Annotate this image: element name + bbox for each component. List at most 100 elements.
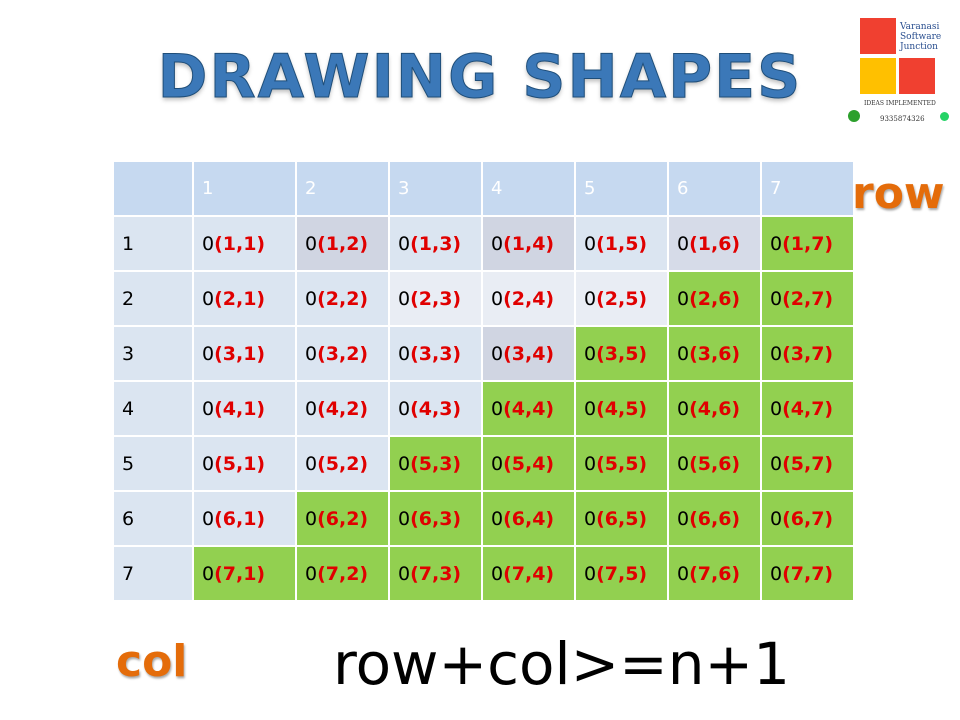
- cell-coord: (5,2): [317, 452, 369, 475]
- cell-coord: (4,4): [503, 397, 555, 420]
- cell-coord: (2,3): [410, 287, 462, 310]
- logo-tagline: IDEAS IMPLEMENTED: [864, 100, 936, 107]
- cell-value: 0: [202, 342, 215, 365]
- cell: 0(2,2): [295, 270, 390, 327]
- cell: 0(4,7): [760, 380, 855, 437]
- cell-value: 0: [202, 397, 215, 420]
- cell: 0(7,6): [667, 545, 762, 602]
- cell: 0(5,2): [295, 435, 390, 492]
- title: DRAWING SHAPES: [157, 42, 803, 113]
- cell: 0(7,7): [760, 545, 855, 602]
- cell: 0(3,2): [295, 325, 390, 382]
- cell-coord: (4,2): [317, 397, 369, 420]
- cell-coord: (4,1): [214, 397, 266, 420]
- cell-value: 0: [677, 507, 690, 530]
- cell-value: 0: [584, 452, 597, 475]
- cell-value: 0: [677, 562, 690, 585]
- cell-coord: (1,5): [596, 232, 648, 255]
- cell: 0(1,4): [481, 215, 576, 272]
- formula: row+col>=n+1: [333, 630, 791, 698]
- cell-value: 0: [491, 397, 504, 420]
- table-row: 2 0(2,1) 0(2,2) 0(2,3) 0(2,4) 0(2,5) 0(2,6) 0(2…: [112, 270, 855, 327]
- header-text: 1: [202, 178, 214, 199]
- cell-coord: (7,3): [410, 562, 462, 585]
- cell-coord: (3,1): [214, 342, 266, 365]
- cell: 0(5,1): [192, 435, 297, 492]
- cell: 0(6,5): [574, 490, 669, 547]
- cell-coord: (4,3): [410, 397, 462, 420]
- header-cell: 6: [667, 160, 762, 217]
- cell: 0(1,2): [295, 215, 390, 272]
- cell-coord: (7,1): [214, 562, 266, 585]
- logo: Varanasi Software Junction IDEAS IMPLEME…: [848, 18, 949, 128]
- cell-value: 0: [202, 452, 215, 475]
- cell-value: 0: [770, 562, 783, 585]
- cell-value: 0: [677, 342, 690, 365]
- logo-square: [860, 18, 896, 54]
- cell-coord: (4,7): [782, 397, 834, 420]
- cell: 0(5,3): [388, 435, 483, 492]
- cell: 0(4,4): [481, 380, 576, 437]
- cell: 0(3,6): [667, 325, 762, 382]
- cell-value: 0: [491, 452, 504, 475]
- cell-value: 0: [305, 287, 318, 310]
- cell-coord: (4,5): [596, 397, 648, 420]
- cell: 0(3,4): [481, 325, 576, 382]
- cell-coord: (1,7): [782, 232, 834, 255]
- row-label-cell: 6: [112, 490, 194, 547]
- cell-value: 0: [584, 287, 597, 310]
- cell: 0(6,3): [388, 490, 483, 547]
- cell-value: 0: [770, 342, 783, 365]
- table-row: 4 0(4,1) 0(4,2) 0(4,3) 0(4,4) 0(4,5) 0(4,6) 0(4…: [112, 380, 855, 437]
- cell: 0(6,7): [760, 490, 855, 547]
- cell: 0(3,1): [192, 325, 297, 382]
- row-label-cell: 4: [112, 380, 194, 437]
- logo-line: Software: [900, 32, 942, 42]
- cell-value: 0: [584, 562, 597, 585]
- cell-coord: (7,4): [503, 562, 555, 585]
- cell-coord: (6,7): [782, 507, 834, 530]
- cell-value: 0: [770, 397, 783, 420]
- table-row: 6 0(6,1) 0(6,2) 0(6,3) 0(6,4) 0(6,5) 0(6,6) 0(6…: [112, 490, 855, 547]
- cell-coord: (6,5): [596, 507, 648, 530]
- cell-value: 0: [398, 452, 411, 475]
- header-cell: 5: [574, 160, 669, 217]
- cell: 0(4,5): [574, 380, 669, 437]
- cell: 0(3,7): [760, 325, 855, 382]
- cell: 0(2,1): [192, 270, 297, 327]
- table: 1 2 3 4 5 6 7 1 0(1,1) 0(1,2) 0(1,3) 0(1,4) 0(1,5) 0(…: [112, 160, 855, 602]
- cell: 0(2,5): [574, 270, 669, 327]
- cell-value: 0: [305, 342, 318, 365]
- cell: 0(2,7): [760, 270, 855, 327]
- cell-coord: (3,3): [410, 342, 462, 365]
- cell-value: 0: [202, 287, 215, 310]
- cell-coord: (7,2): [317, 562, 369, 585]
- cell-coord: (6,1): [214, 507, 266, 530]
- cell: 0(4,1): [192, 380, 297, 437]
- cell-value: 0: [398, 397, 411, 420]
- cell-coord: (5,5): [596, 452, 648, 475]
- cell-value: 0: [202, 232, 215, 255]
- cell-coord: (3,2): [317, 342, 369, 365]
- cell-value: 0: [305, 562, 318, 585]
- logo-line: Junction: [900, 42, 938, 52]
- logo-name: Varanasi Software Junction: [900, 22, 941, 52]
- logo-line: Varanasi: [900, 22, 940, 32]
- cell: 0(4,2): [295, 380, 390, 437]
- cell: 0(7,2): [295, 545, 390, 602]
- header-cell: 1: [192, 160, 297, 217]
- cell-value: 0: [305, 452, 318, 475]
- header-cell: [112, 160, 194, 217]
- cell-coord: (6,3): [410, 507, 462, 530]
- header-text: 7: [770, 178, 782, 199]
- cell: 0(6,2): [295, 490, 390, 547]
- cell-coord: (5,3): [410, 452, 462, 475]
- cell-coord: (3,4): [503, 342, 555, 365]
- cell-coord: (6,4): [503, 507, 555, 530]
- cell: 0(6,4): [481, 490, 576, 547]
- cell-value: 0: [770, 507, 783, 530]
- cell-value: 0: [491, 287, 504, 310]
- row-label-cell: 7: [112, 545, 194, 602]
- whatsapp-icon: [940, 112, 949, 121]
